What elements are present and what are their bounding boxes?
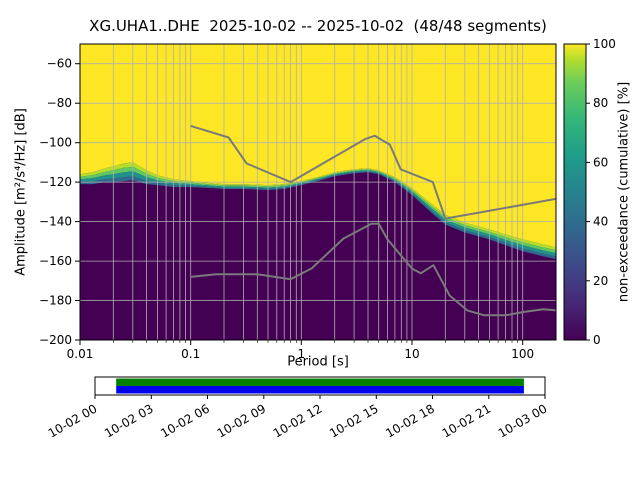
timeline-tick-label: 10-02 09 <box>215 401 269 440</box>
axis-ticks: 0.01 0.1 1 10 100 −60 −80 −100 −120 −140 −160 −180 −… <box>39 57 534 361</box>
timeline-tick-label: 10-02 18 <box>383 401 437 440</box>
x-tick-label: 0.1 <box>181 347 200 361</box>
x-axis-label: Period [s] <box>287 354 349 370</box>
grid <box>80 44 556 340</box>
x-tick-label: 10 <box>404 347 419 361</box>
timeline-tick-label: 10-02 00 <box>46 401 100 440</box>
x-tick-label: 0.01 <box>67 347 94 361</box>
timeline-tick-label: 10-03 00 <box>496 401 550 440</box>
timeline-tick-label: 10-02 06 <box>158 401 212 440</box>
y-tick-label: −60 <box>47 57 72 71</box>
nlnm-curve <box>190 222 556 317</box>
y-tick-label: −160 <box>39 254 72 268</box>
colorbar-ticks: 0 20 40 60 80 100 <box>586 37 616 347</box>
x-tick-label: 100 <box>511 347 534 361</box>
colorbar-tick-label: 20 <box>593 274 608 288</box>
y-tick-label: −100 <box>39 136 72 150</box>
y-tick-label: −140 <box>39 215 72 229</box>
colorbar-label: non-exceedance (cumulative) [%] <box>616 81 632 303</box>
colorbar-tick-label: 60 <box>593 155 608 169</box>
colorbar <box>564 44 586 340</box>
colorbar-border <box>563 43 587 341</box>
y-tick-label: −120 <box>39 175 72 189</box>
timeline-tick-label: 10-02 21 <box>440 401 494 440</box>
plot-title: XG.UHA1..DHE 2025-10-02 -- 2025-10-02 (4… <box>89 17 547 35</box>
timeline-psd-coverage <box>116 378 524 386</box>
plot-border <box>79 43 557 341</box>
plot-area <box>80 44 556 340</box>
timeline-tick-label: 10-02 15 <box>327 401 381 440</box>
x-tick-label: 1 <box>297 347 305 361</box>
y-axis-label: Amplitude [m²/s⁴/Hz] [dB] <box>13 108 29 276</box>
nhnm-curve <box>190 124 556 220</box>
timeline-tick-label: 10-02 12 <box>271 401 325 440</box>
y-tick-label: −80 <box>47 96 72 110</box>
timeline-ticks: 10-02 00 10-02 03 10-02 06 10-02 09 10-02 12… <box>46 395 550 441</box>
colorbar-tick-label: 80 <box>593 96 608 110</box>
y-tick-label: −180 <box>39 294 72 308</box>
timeline-tick-label: 10-02 03 <box>102 401 156 440</box>
transition-band <box>80 171 556 260</box>
y-tick-label: −200 <box>39 333 72 347</box>
colorbar-tick-label: 40 <box>593 215 608 229</box>
timeline-data-coverage <box>116 386 524 394</box>
colorbar-tick-label: 100 <box>593 37 616 51</box>
colorbar-tick-label: 0 <box>593 333 601 347</box>
